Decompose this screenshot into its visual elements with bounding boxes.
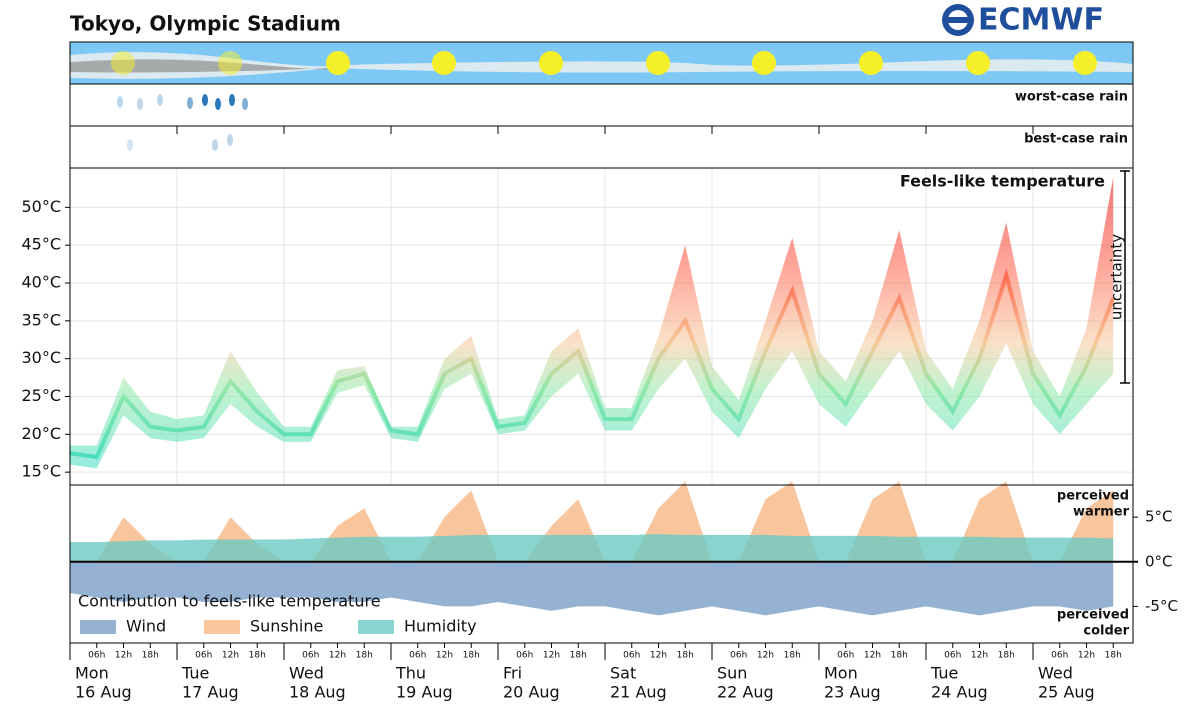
rain-label: worst-case rain xyxy=(1015,90,1128,105)
temp-panel xyxy=(69,167,1134,486)
hour-label: 12h xyxy=(222,651,239,661)
hour-label: 12h xyxy=(757,651,774,661)
uncertainty-band xyxy=(70,177,1114,469)
hour-label: 06h xyxy=(88,651,105,661)
hour-label: 18h xyxy=(463,651,480,661)
hour-label: 12h xyxy=(1078,651,1095,661)
hour-label: 18h xyxy=(677,651,694,661)
day-label: Sat xyxy=(610,664,636,683)
hour-label: 12h xyxy=(971,651,988,661)
date-label: 16 Aug xyxy=(75,683,132,702)
warmer-label: warmer xyxy=(1073,505,1130,520)
y-tick-label: 25°C xyxy=(21,386,61,405)
y-tick-label: 50°C xyxy=(21,197,61,216)
rain-label: best-case rain xyxy=(1024,132,1128,147)
date-label: 23 Aug xyxy=(824,683,881,702)
day-label: Mon xyxy=(824,664,858,683)
hour-label: 18h xyxy=(784,651,801,661)
date-label: 24 Aug xyxy=(931,683,988,702)
colder-label: colder xyxy=(1083,624,1129,639)
day-label: Tue xyxy=(930,664,958,683)
y-tick-label: 40°C xyxy=(21,272,61,291)
day-label: Wed xyxy=(289,664,324,683)
hour-label: 06h xyxy=(516,651,533,661)
legend-label: Humidity xyxy=(404,617,477,636)
y-tick-label: -5°C xyxy=(1145,597,1178,615)
hour-label: 06h xyxy=(409,651,426,661)
day-label: Mon xyxy=(75,664,109,683)
hour-label: 18h xyxy=(998,651,1015,661)
hour-label: 12h xyxy=(650,651,667,661)
legend-label: Wind xyxy=(126,617,166,636)
logo-text: ECMWF xyxy=(978,3,1104,38)
date-label: 25 Aug xyxy=(1038,683,1095,702)
hour-label: 18h xyxy=(570,651,587,661)
date-label: 21 Aug xyxy=(610,683,667,702)
day-label: Tue xyxy=(181,664,209,683)
day-label: Fri xyxy=(503,664,522,683)
annotation: uncertainty xyxy=(1108,234,1126,320)
worst-rain-panel xyxy=(69,83,1134,127)
hour-label: 06h xyxy=(195,651,212,661)
warmer-label: perceived xyxy=(1057,489,1129,504)
hour-label: 18h xyxy=(356,651,373,661)
hour-label: 06h xyxy=(1051,651,1068,661)
y-tick-label: 45°C xyxy=(21,235,61,254)
legend-title: Contribution to feels-like temperature xyxy=(78,592,381,611)
hour-label: 06h xyxy=(944,651,961,661)
hour-label: 18h xyxy=(142,651,159,661)
y-tick-label: 15°C xyxy=(21,462,61,481)
panel-title: Feels-like temperature xyxy=(900,172,1105,191)
y-tick-label: 0°C xyxy=(1145,552,1173,570)
date-label: 20 Aug xyxy=(503,683,560,702)
y-tick-label: 5°C xyxy=(1145,508,1173,526)
hour-label: 12h xyxy=(864,651,881,661)
hour-label: 18h xyxy=(249,651,266,661)
y-tick-label: 30°C xyxy=(21,348,61,367)
contribution-area xyxy=(70,534,1114,562)
hour-label: 12h xyxy=(329,651,346,661)
day-label: Thu xyxy=(395,664,426,683)
median-line xyxy=(69,268,1116,460)
hour-label: 18h xyxy=(891,651,908,661)
date-label: 18 Aug xyxy=(289,683,346,702)
contribution-area xyxy=(70,561,1114,616)
y-tick-label: 20°C xyxy=(21,424,61,443)
best-rain-panel xyxy=(69,125,1134,169)
colder-label: perceived xyxy=(1057,608,1129,623)
date-label: 19 Aug xyxy=(396,683,453,702)
day-label: Sun xyxy=(717,664,747,683)
hour-label: 18h xyxy=(1105,651,1122,661)
hour-label: 12h xyxy=(543,651,560,661)
hour-label: 12h xyxy=(115,651,132,661)
hour-label: 06h xyxy=(302,651,319,661)
contrib-panel xyxy=(69,484,1134,644)
logo: ECMWF xyxy=(942,3,1104,38)
date-label: 22 Aug xyxy=(717,683,774,702)
y-tick-label: 35°C xyxy=(21,310,61,329)
hour-label: 12h xyxy=(436,651,453,661)
date-label: 17 Aug xyxy=(182,683,239,702)
legend-swatch xyxy=(80,620,116,634)
uncertainty-bar xyxy=(1120,170,1130,384)
day-label: Wed xyxy=(1038,664,1073,683)
hour-label: 06h xyxy=(837,651,854,661)
hour-label: 06h xyxy=(730,651,747,661)
hour-label: 06h xyxy=(623,651,640,661)
legend-label: Sunshine xyxy=(250,617,323,636)
legend-swatch xyxy=(204,620,240,634)
page-title: Tokyo, Olympic Stadium xyxy=(70,12,341,36)
sky-strip xyxy=(69,41,1134,85)
rain-drops xyxy=(117,94,248,151)
legend-swatch xyxy=(358,620,394,634)
